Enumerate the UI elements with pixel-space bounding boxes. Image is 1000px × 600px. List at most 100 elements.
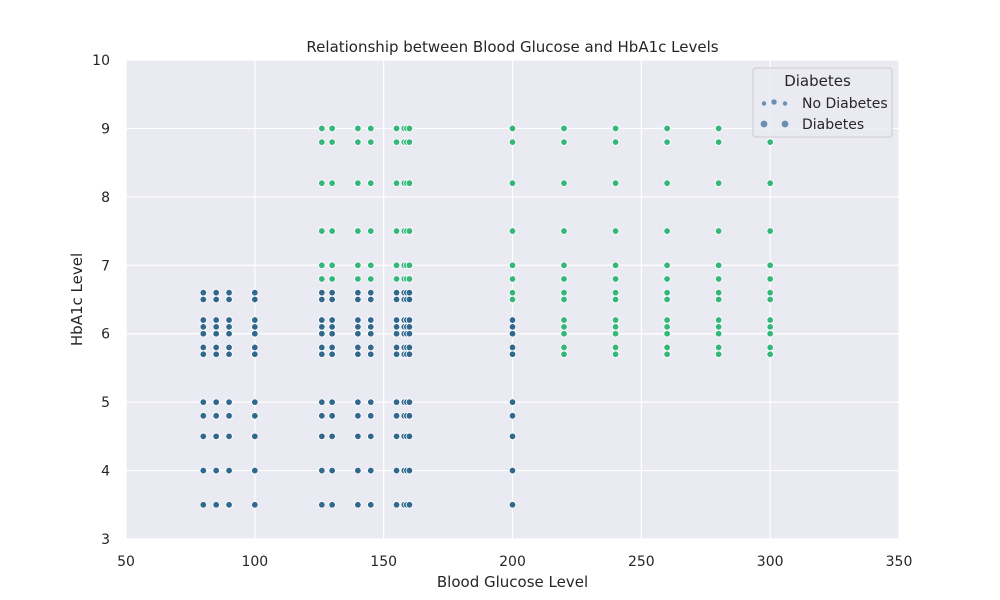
data-point xyxy=(766,316,774,324)
data-point xyxy=(611,288,620,297)
data-point xyxy=(611,316,620,324)
data-point xyxy=(560,227,568,235)
data-point xyxy=(392,275,401,283)
data-point xyxy=(508,261,517,269)
data-point xyxy=(354,350,362,358)
data-point xyxy=(508,330,517,338)
data-point xyxy=(405,261,414,269)
data-point xyxy=(354,330,362,338)
data-point xyxy=(199,323,207,331)
data-point xyxy=(611,124,620,133)
data-point xyxy=(318,316,326,324)
data-point xyxy=(251,398,259,406)
data-point xyxy=(318,466,326,475)
data-point xyxy=(766,227,774,235)
data-point xyxy=(663,343,671,352)
y-tick-label: 6 xyxy=(101,327,110,343)
data-point xyxy=(714,227,723,235)
data-point xyxy=(766,343,774,352)
data-point xyxy=(251,316,259,324)
data-point xyxy=(714,330,723,338)
data-point xyxy=(663,261,671,269)
data-point xyxy=(663,323,671,331)
data-point xyxy=(328,295,336,304)
data-point xyxy=(508,295,517,304)
data-point xyxy=(663,179,671,187)
data-point xyxy=(405,501,414,509)
data-point xyxy=(251,343,259,352)
data-point xyxy=(354,124,362,133)
data-point xyxy=(318,432,326,441)
data-point xyxy=(405,138,414,146)
data-point xyxy=(225,466,233,475)
data-point xyxy=(212,343,220,352)
data-point xyxy=(318,295,326,304)
data-point xyxy=(367,316,375,324)
data-point xyxy=(212,432,220,441)
data-point xyxy=(560,343,568,352)
data-point xyxy=(354,288,362,297)
data-point xyxy=(367,432,375,441)
data-point xyxy=(225,432,233,441)
data-point xyxy=(560,323,568,331)
data-point xyxy=(766,288,774,297)
data-point xyxy=(508,138,517,146)
data-point xyxy=(663,124,671,133)
data-point xyxy=(392,295,401,304)
data-point xyxy=(354,227,362,235)
data-point xyxy=(354,501,362,509)
data-point xyxy=(714,316,723,324)
data-point xyxy=(766,323,774,331)
data-point xyxy=(225,316,233,324)
data-point xyxy=(212,398,220,406)
data-point xyxy=(611,227,620,235)
data-point xyxy=(328,179,336,187)
legend-marker xyxy=(781,120,789,128)
data-point xyxy=(318,138,326,146)
data-point xyxy=(225,343,233,352)
data-point xyxy=(354,412,362,420)
series-diabetes xyxy=(318,124,774,358)
data-point xyxy=(508,227,517,235)
chart-title: Relationship between Blood Glucose and H… xyxy=(306,38,718,56)
data-point xyxy=(354,138,362,146)
legend-marker xyxy=(782,101,788,106)
data-point xyxy=(199,343,207,352)
data-point xyxy=(318,412,326,420)
data-point xyxy=(328,412,336,420)
x-tick-label: 150 xyxy=(370,554,397,570)
data-point xyxy=(392,412,401,420)
data-point xyxy=(560,179,568,187)
data-point xyxy=(392,432,401,441)
data-point xyxy=(199,466,207,475)
data-point xyxy=(328,275,336,283)
data-point xyxy=(405,295,414,304)
data-point xyxy=(392,330,401,338)
data-point xyxy=(508,288,517,297)
data-point xyxy=(212,466,220,475)
data-point xyxy=(405,288,414,297)
data-point xyxy=(225,288,233,297)
data-point xyxy=(251,466,259,475)
data-point xyxy=(560,350,568,358)
data-point xyxy=(251,288,259,297)
data-point xyxy=(367,288,375,297)
data-point xyxy=(225,412,233,420)
data-point xyxy=(328,432,336,441)
data-point xyxy=(199,412,207,420)
data-point xyxy=(663,288,671,297)
data-point xyxy=(225,323,233,331)
y-tick-label: 9 xyxy=(101,121,110,137)
data-point xyxy=(508,316,517,324)
y-tick-label: 7 xyxy=(101,258,110,274)
y-axis-label: HbA1c Level xyxy=(68,253,86,346)
data-point xyxy=(766,138,774,146)
legend-label: Diabetes xyxy=(802,117,864,133)
data-point xyxy=(354,261,362,269)
data-point xyxy=(328,466,336,475)
data-point xyxy=(212,501,220,509)
data-point xyxy=(392,124,401,133)
legend-box xyxy=(752,67,893,138)
data-point xyxy=(212,330,220,338)
data-point xyxy=(405,316,414,324)
